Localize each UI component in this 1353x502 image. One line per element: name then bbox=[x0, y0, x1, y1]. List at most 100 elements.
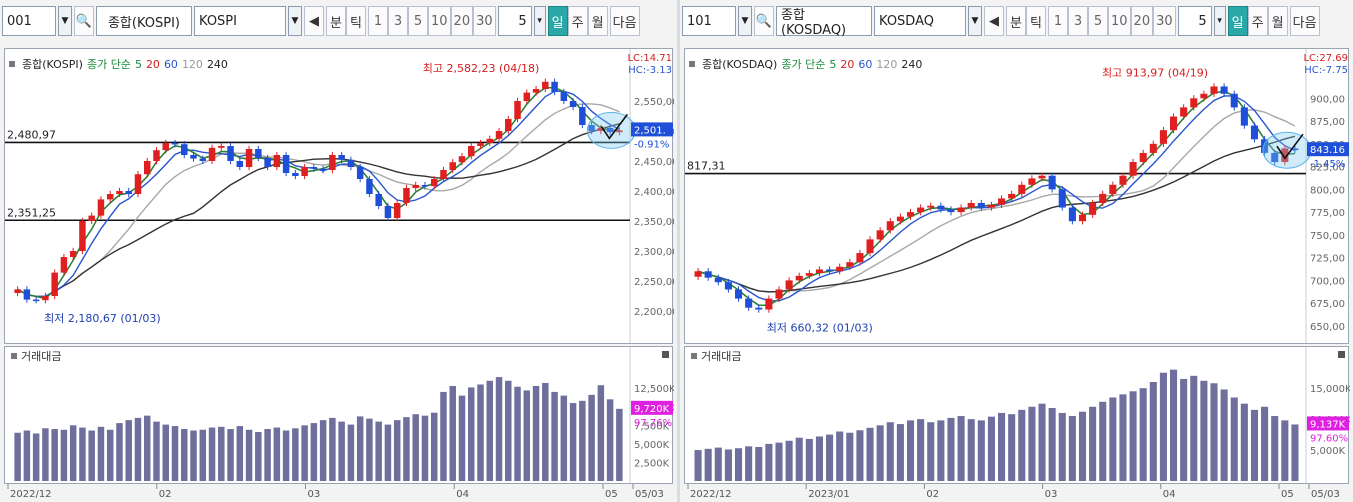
volume-tick-label: 2,500K bbox=[634, 458, 670, 469]
interval-button-30[interactable]: 30 bbox=[1153, 6, 1176, 36]
interval-button-10[interactable]: 10 bbox=[1108, 6, 1131, 36]
prev-button[interactable]: ◀ bbox=[304, 6, 324, 36]
candle-body bbox=[245, 149, 253, 167]
current-volume-label: 9,720K bbox=[634, 404, 670, 415]
kospi-volume-chart[interactable]: 거래대금12,500K10,000K7,500K5,000K2,500K9,72… bbox=[4, 346, 674, 484]
candle-body bbox=[597, 128, 605, 131]
next-button[interactable]: 다음 bbox=[1289, 6, 1320, 36]
period-button-0[interactable]: 일 bbox=[1227, 6, 1248, 36]
code-input[interactable]: 001 bbox=[2, 6, 56, 36]
kospi-candles: 2,550,002,500,002,450,002,400,002,350,00… bbox=[5, 49, 674, 343]
candle-body bbox=[477, 143, 484, 146]
candle-body bbox=[1078, 214, 1087, 222]
candle-body bbox=[384, 206, 392, 218]
volume-bar bbox=[1028, 406, 1036, 481]
candle-body bbox=[714, 277, 722, 283]
candle-body bbox=[366, 179, 373, 194]
candle-body bbox=[97, 199, 105, 216]
kospi-x-axis: 2022/12 02 03 04 05 05/03 bbox=[4, 484, 673, 502]
unit-button-1[interactable]: 틱 bbox=[1026, 6, 1046, 36]
code-input[interactable]: 101 bbox=[682, 6, 736, 36]
volume-bar bbox=[60, 429, 68, 481]
volume-bar bbox=[886, 422, 894, 481]
name-dropdown[interactable]: ▼ bbox=[968, 6, 982, 36]
code-dropdown[interactable]: ▼ bbox=[58, 6, 72, 36]
candle-body bbox=[505, 119, 512, 131]
next-button[interactable]: 다음 bbox=[609, 6, 640, 36]
candle-body bbox=[449, 162, 456, 170]
market-field[interactable]: 종합(KOSPI) bbox=[96, 6, 192, 36]
code-dropdown[interactable]: ▼ bbox=[738, 6, 752, 36]
search-button[interactable]: 🔍 bbox=[754, 6, 774, 36]
candle-body bbox=[569, 101, 577, 107]
period-button-2[interactable]: 월 bbox=[587, 6, 608, 36]
x-tick-label: 05 bbox=[605, 489, 618, 500]
volume-bar bbox=[745, 446, 753, 481]
period-button-0[interactable]: 일 bbox=[547, 6, 568, 36]
candle-body bbox=[1149, 143, 1157, 153]
interval-button-10[interactable]: 10 bbox=[428, 6, 451, 36]
volume-bar bbox=[384, 424, 392, 481]
volume-bar bbox=[97, 426, 105, 481]
volume-bar bbox=[42, 428, 49, 481]
volume-bar bbox=[153, 421, 160, 481]
triangle-left-icon: ◀ bbox=[989, 13, 999, 29]
period-dropdown[interactable]: ▾ bbox=[1213, 6, 1226, 36]
search-button[interactable]: 🔍 bbox=[74, 6, 94, 36]
name-field[interactable]: KOSPI bbox=[194, 6, 286, 36]
candle-body bbox=[143, 161, 151, 175]
kosdaq-price-chart[interactable]: 종합(KOSDAQ) 종가 단순 5 20 60 120 240 900,00 8… bbox=[684, 48, 1349, 344]
name-dropdown[interactable]: ▼ bbox=[288, 6, 302, 36]
interval-button-1[interactable]: 1 bbox=[368, 6, 388, 36]
period-button-1[interactable]: 주 bbox=[1247, 6, 1268, 36]
candle-body bbox=[1089, 203, 1097, 215]
lc-label: LC:27.69 bbox=[1303, 53, 1348, 64]
support-line-label: 2,480,97 bbox=[7, 128, 56, 141]
interval-button-5[interactable]: 5 bbox=[1088, 6, 1108, 36]
candle-body bbox=[458, 156, 466, 163]
unit-button-0[interactable]: 분 bbox=[1006, 6, 1026, 36]
candle-body bbox=[1190, 98, 1198, 108]
period-dropdown[interactable]: ▾ bbox=[533, 6, 546, 36]
volume-bar bbox=[1139, 388, 1147, 481]
volume-bar bbox=[458, 395, 466, 481]
period-input[interactable]: 5 bbox=[1177, 6, 1212, 36]
candle-body bbox=[1230, 93, 1238, 108]
market-field[interactable]: 종합(KOSDAQ) bbox=[776, 6, 872, 38]
kospi-price-chart[interactable]: 종합(KOSPI) 종가 단순 5 20 60 120 240 2,550,00… bbox=[4, 48, 674, 344]
interval-button-1[interactable]: 1 bbox=[1048, 6, 1068, 36]
period-button-1[interactable]: 주 bbox=[567, 6, 588, 36]
volume-bar bbox=[134, 417, 142, 481]
interval-button-20[interactable]: 20 bbox=[1130, 6, 1154, 36]
name-field[interactable]: KOSDAQ bbox=[874, 6, 966, 36]
interval-button-3[interactable]: 3 bbox=[1068, 6, 1088, 36]
unit-button-0[interactable]: 분 bbox=[326, 6, 346, 36]
current-volume-badge bbox=[1307, 416, 1349, 431]
prev-button[interactable]: ◀ bbox=[984, 6, 1004, 36]
volume-bar bbox=[704, 448, 712, 481]
candle-body bbox=[551, 81, 558, 92]
volume-bar bbox=[430, 412, 438, 481]
ma-line-240 bbox=[697, 135, 1296, 293]
volume-bar bbox=[606, 399, 614, 481]
interval-button-5[interactable]: 5 bbox=[408, 6, 428, 36]
unit-button-1[interactable]: 틱 bbox=[346, 6, 366, 36]
candle-body bbox=[1180, 107, 1188, 117]
period-button-2[interactable]: 월 bbox=[1267, 6, 1288, 36]
current-price-label: 843.16 bbox=[1310, 145, 1345, 156]
interval-button-30[interactable]: 30 bbox=[473, 6, 496, 36]
interval-button-20[interactable]: 20 bbox=[450, 6, 474, 36]
x-tick-label: 2022/12 bbox=[10, 489, 52, 500]
candle-body bbox=[171, 143, 179, 145]
period-input[interactable]: 5 bbox=[497, 6, 532, 36]
interval-button-3[interactable]: 3 bbox=[388, 6, 408, 36]
volume-bar bbox=[815, 436, 823, 481]
candle-body bbox=[375, 194, 382, 206]
kosdaq-x-ticks: 2022/12 2023/01 02 03 04 05 05/03 bbox=[687, 484, 1340, 500]
volume-bar bbox=[1008, 414, 1016, 481]
candle-body bbox=[42, 296, 49, 301]
volume-bar bbox=[171, 426, 179, 481]
candle-body bbox=[393, 203, 401, 218]
